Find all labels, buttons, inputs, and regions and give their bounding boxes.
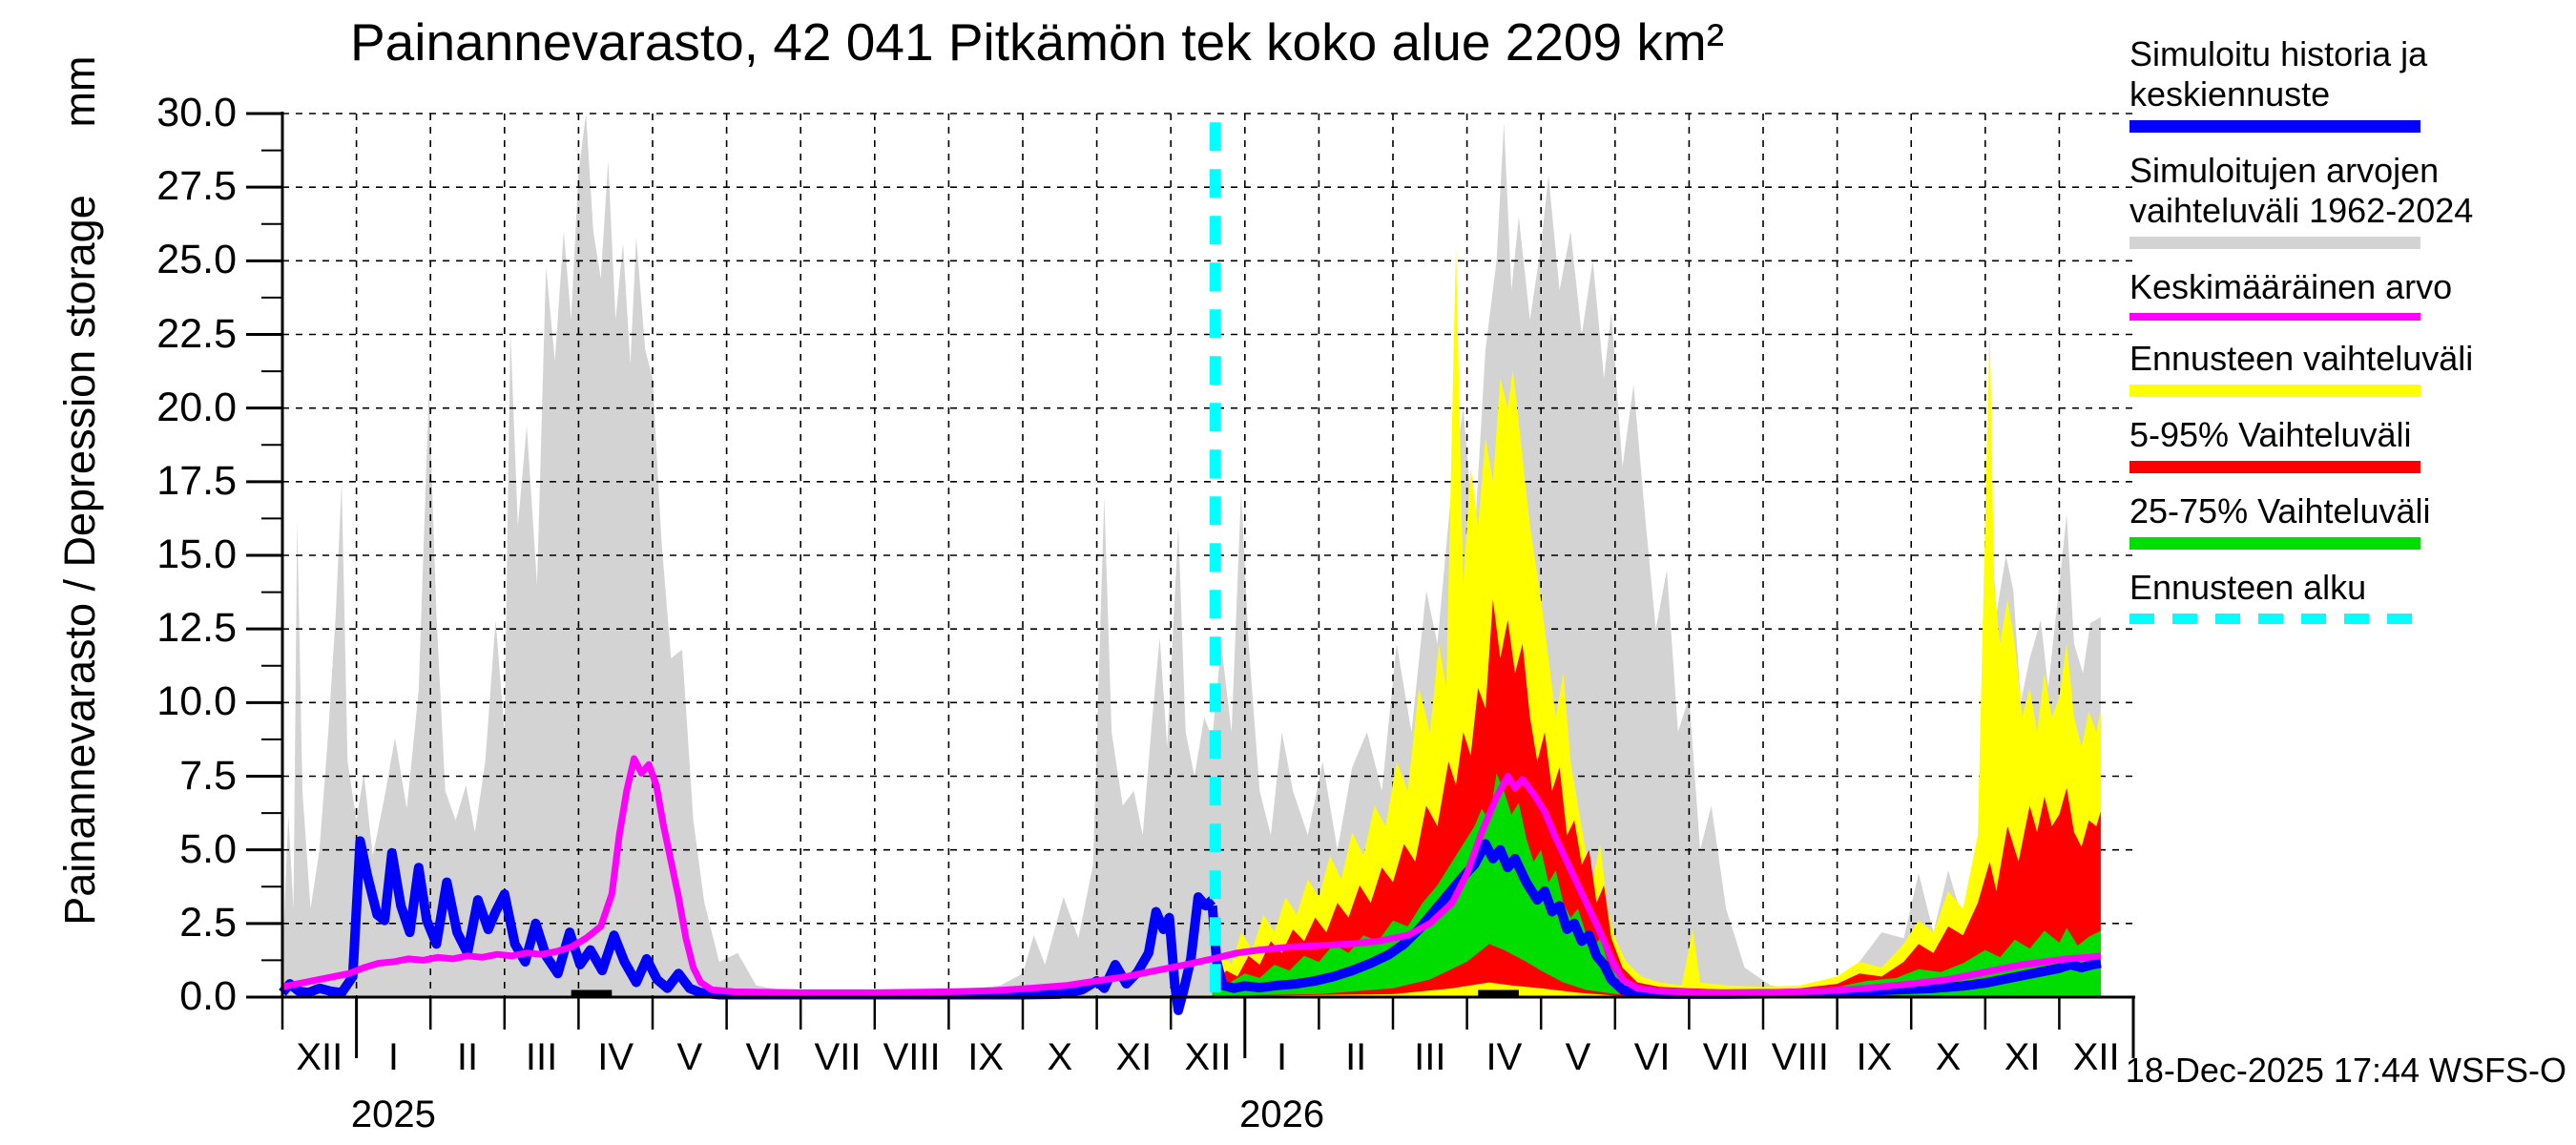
legend-entry: Ennusteen alku (2129, 568, 2559, 624)
legend-swatch (2129, 537, 2420, 550)
forecast-range-area (1212, 245, 2101, 997)
simulated-history-line (279, 836, 1216, 1015)
legend-swatch (2129, 237, 2420, 249)
legend: Simuloitu historia ja keskiennuste Simulo… (2129, 34, 2559, 642)
legend-label: Keskimääräinen arvo (2129, 267, 2453, 306)
y-axis-label: Painannevarasto / Depression storage (55, 195, 104, 926)
legend-entry: 5-95% Vaihteluväli (2129, 415, 2559, 473)
legend-label: Simuloitu historia ja keskiennuste (2129, 34, 2428, 114)
legend-entry: 25-75% Vaihteluväli (2129, 491, 2559, 550)
mean-value-line (281, 755, 2102, 996)
legend-swatch (2129, 313, 2420, 321)
legend-entry: Simuloitu historia ja keskiennuste (2129, 34, 2559, 133)
median-forecast-line (1207, 839, 2102, 999)
legend-label: Simuloitujen arvojen vaihteluväli 1962-2… (2129, 151, 2474, 230)
legend-swatch (2129, 385, 2420, 397)
legend-label: Ennusteen alku (2129, 568, 2367, 607)
legend-swatch (2129, 461, 2420, 473)
chart-title: Painannevarasto, 42 041 Pitkämön tek kok… (349, 12, 1725, 72)
y-axis-unit-label: mm (55, 55, 104, 128)
legend-entry: Ennusteen vaihteluväli (2129, 339, 2559, 397)
legend-entry: Simuloitujen arvojen vaihteluväli 1962-2… (2129, 151, 2559, 249)
legend-swatch (2129, 614, 2420, 624)
p25-75-area (1212, 773, 2101, 996)
legend-entry: Keskimääräinen arvo (2129, 267, 2559, 321)
legend-swatch (2129, 120, 2420, 133)
legend-label: 5-95% Vaihteluväli (2129, 415, 2412, 454)
timestamp: 18-Dec-2025 17:44 WSFS-O (2125, 1051, 2566, 1090)
legend-label: Ennusteen vaihteluväli (2129, 339, 2474, 378)
legend-label: 25-75% Vaihteluväli (2129, 491, 2431, 531)
